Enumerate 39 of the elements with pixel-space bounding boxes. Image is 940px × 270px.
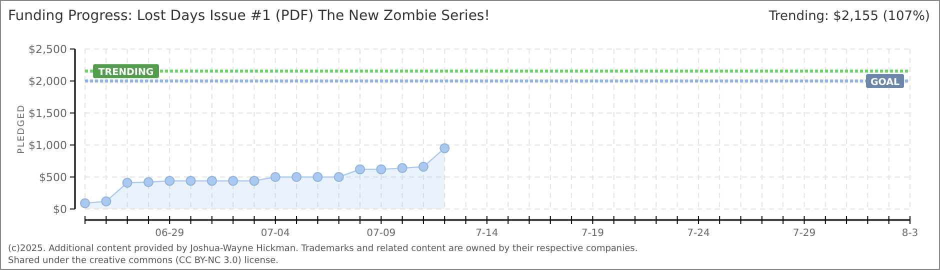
- x-tick-label: 7-24: [687, 228, 710, 239]
- point: [80, 198, 90, 208]
- point: [143, 177, 154, 188]
- y-tick-label: $500: [39, 171, 67, 184]
- x-tick-label: 7-19: [581, 228, 604, 239]
- text: (c)2025. Additional content provided by Joshua-Wayne Hickman. Trademarks and related content are owned by their respective companies.: [8, 244, 638, 254]
- y-tick-label: $1,000: [28, 139, 67, 152]
- text: Shared under the creative commons (CC BY-NC 3.0) license.: [8, 256, 279, 266]
- point: [418, 162, 428, 172]
- text: Trending: $2,155 (107%): [768, 9, 930, 24]
- point: [376, 164, 386, 174]
- x-tick-label: 7-14: [476, 228, 498, 239]
- y-tick-label: $1,500: [28, 107, 67, 120]
- y-axis-title: PLEDGED: [17, 104, 27, 154]
- point: [312, 172, 323, 182]
- point: [228, 176, 238, 186]
- x-tick-label: 7-29: [792, 228, 816, 239]
- point: [355, 164, 365, 174]
- chart-title: Funding Progress: Lost Days Issue #1 (PDF) The New Zombie Series!: [8, 8, 490, 24]
- point: [186, 176, 196, 186]
- y-tick-label: $2,000: [28, 75, 67, 88]
- point: [101, 196, 112, 206]
- point: [440, 143, 450, 154]
- point: [164, 176, 175, 186]
- x-tick-label: 07-09: [366, 228, 396, 239]
- point: [206, 176, 217, 186]
- point: [249, 176, 260, 186]
- x-tick-label: 07-04: [260, 228, 290, 239]
- y-tick-label: $0: [53, 203, 67, 216]
- point: [270, 172, 280, 182]
- point: [122, 178, 132, 188]
- x-tick-label: 06-29: [155, 228, 184, 239]
- y-tick-label: $2,500: [28, 43, 67, 56]
- ref-line-label: GOAL: [870, 77, 900, 88]
- point: [334, 172, 344, 182]
- point: [292, 172, 302, 182]
- point: [397, 163, 408, 174]
- ref-line-label: TRENDING: [98, 67, 154, 78]
- x-tick-label: 8-3: [902, 228, 918, 239]
